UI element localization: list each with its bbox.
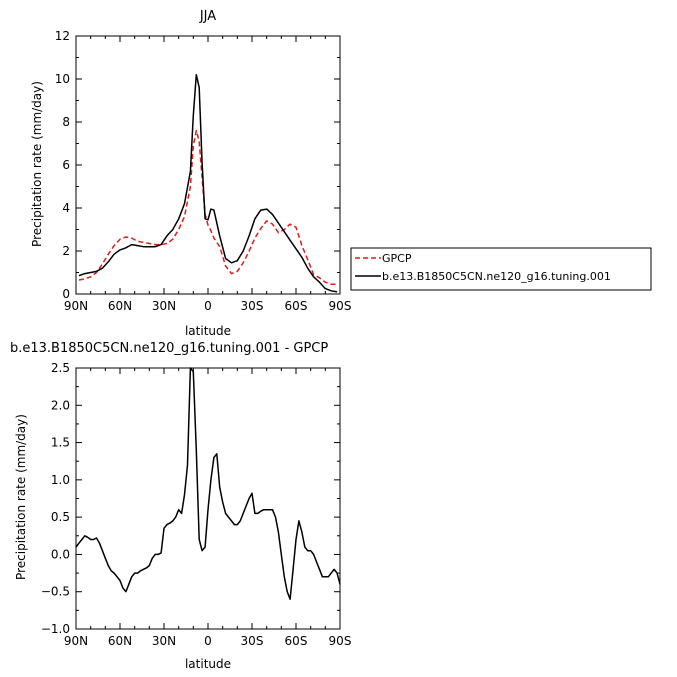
panel1-ytick-label: 4 (62, 201, 70, 215)
panel2-ytick-label: 2.0 (51, 398, 70, 412)
panel2-ytick-label: −0.5 (41, 585, 70, 599)
legend-label-gpcp: GPCP (382, 252, 412, 265)
panel2-xtick-label: 30S (241, 634, 264, 648)
panel2-xtick-label: 90S (329, 634, 352, 648)
panel2-ytick-label: 1.0 (51, 473, 70, 487)
panel1-xtick-label: 30N (152, 299, 176, 313)
panel2-title: b.e13.B1850C5CN.ne120_g16.tuning.001 - G… (10, 341, 328, 356)
panel1-ytick-label: 2 (62, 244, 70, 258)
panel1-series-line-1 (78, 73, 338, 293)
panel1-ytick-label: 12 (55, 29, 70, 43)
panel1-title: JJA (199, 9, 216, 24)
climatology-panel: JJA Precipitation rate (mm/day) latitude… (30, 9, 351, 338)
panel2-xtick-label: 0 (204, 634, 212, 648)
panel1-ticks: 90N 60N 30N 0 30S 60S 90S 0 2 4 6 8 10 12 (55, 29, 352, 313)
panel1-series (78, 73, 338, 293)
panel2-xtick-label: 60N (108, 634, 132, 648)
panel2-series-line-0 (75, 367, 341, 600)
panel2-ytick-label: 0.0 (51, 547, 70, 561)
panel1-xtick-label: 90S (329, 299, 352, 313)
panel1-series-line-0 (78, 129, 338, 286)
difference-panel: b.e13.B1850C5CN.ne120_g16.tuning.001 - G… (10, 341, 351, 671)
panel2-ytick-label: 0.5 (51, 510, 70, 524)
panel1-ytick-label: 0 (62, 287, 70, 301)
panel2-ylabel: Precipitation rate (mm/day) (14, 414, 28, 580)
panel1-xtick-label: 0 (204, 299, 212, 313)
panel1-ytick-label: 8 (62, 115, 70, 129)
panel2-ticks: 90N 60N 30N 0 30S 60S 90S −1.0 −0.5 0.0 0.5 1.0 1.5 2… (41, 361, 352, 648)
panel2-xtick-label: 60S (285, 634, 308, 648)
panel1-xtick-label: 30S (241, 299, 264, 313)
panel1-ytick-label: 6 (62, 158, 70, 172)
panel2-xlabel: latitude (185, 657, 231, 671)
panel1-ytick-label: 10 (55, 72, 70, 86)
panel2-xtick-label: 30N (152, 634, 176, 648)
panel1-xtick-label: 60N (108, 299, 132, 313)
panel1-xtick-label: 60S (285, 299, 308, 313)
panel2-ytick-label: 2.5 (51, 361, 70, 375)
panel2-ytick-label: −1.0 (41, 622, 70, 636)
panel1-xtick-label: 90N (64, 299, 88, 313)
legend-label-model: b.e13.B1850C5CN.ne120_g16.tuning.001 (382, 270, 611, 283)
legend: GPCP b.e13.B1850C5CN.ne120_g16.tuning.00… (350, 247, 652, 291)
legend-box (350, 247, 652, 291)
panel2-ytick-label: 1.5 (51, 436, 70, 450)
panel1-xlabel: latitude (185, 324, 231, 338)
panel1-ylabel: Precipitation rate (mm/day) (30, 81, 44, 247)
panel2-xtick-label: 90N (64, 634, 88, 648)
panel2-frame (75, 367, 341, 630)
panel2-series (75, 367, 341, 600)
